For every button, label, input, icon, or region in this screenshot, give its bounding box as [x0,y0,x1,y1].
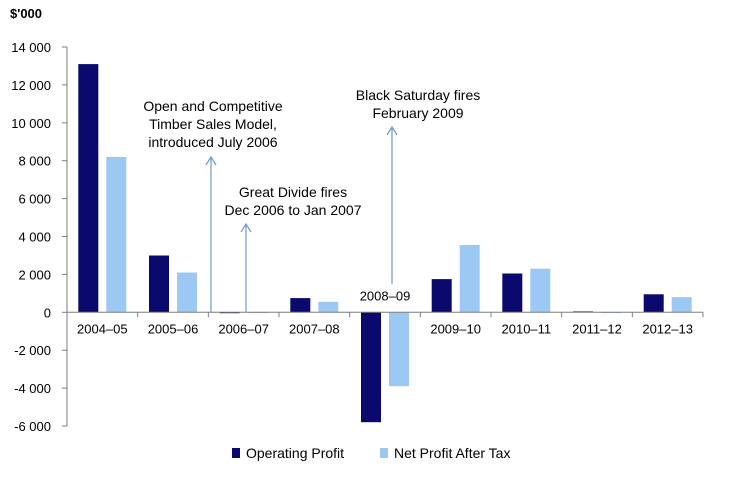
bar-operating-profit-0 [78,64,99,313]
x-tick-label: 2010–11 [502,321,552,336]
bar-operating-profit-6 [502,273,523,313]
bar-operating-profit-1 [149,255,169,313]
bar-net-profit-3 [318,301,339,313]
bar-net-profit-0 [106,156,127,313]
legend-label-0: Operating Profit [246,445,344,461]
y-tick-label: 4 000 [18,230,51,245]
bars-group [78,64,692,423]
bar-net-profit-1 [177,272,197,313]
y-tick-label: -4 000 [14,381,51,396]
bar-net-profit-5 [459,245,480,313]
annotation-saturday-arrow-head [386,125,398,136]
bar-net-profit-6 [530,268,551,313]
x-ticks-group: 2004–05 2005–06 2006–07 2007–08 2008–09 2009–… [77,288,693,336]
bar-net-profit-8 [671,297,692,313]
y-tick-label: 8 000 [18,154,51,169]
legend: Operating Profit Net Profit After Tax [232,445,510,461]
bar-operating-profit-5 [431,279,452,313]
annotation-divide-arrow-head [240,222,252,233]
y-tick-label: 14 000 [11,40,51,55]
x-tick-label: 2007–08 [289,321,340,336]
annotation-timber-arrow-head [205,155,217,166]
x-tick-label: 2008–09 [360,288,411,303]
y-tick-label: 12 000 [11,78,51,93]
annotation-divide-line: Dec 2006 to Jan 2007 [225,202,362,218]
annotation-timber-line: Timber Sales Model, [149,116,277,132]
x-tick-label: 2004–05 [77,321,128,336]
x-tick-label: 2011–12 [572,321,622,336]
y-tick-label: 6 000 [18,192,51,207]
annotation-timber-line: Open and Competitive [143,98,283,114]
x-tick-label: 2006–07 [218,321,269,336]
legend-swatch-0 [232,448,240,458]
y-tick-label: -2 000 [14,343,51,358]
y-tick-label: -6 000 [14,419,51,434]
annotation-saturday-line: Black Saturday fires [356,87,481,103]
annotations-group: Open and Competitive Timber Sales Model, i… [143,87,481,313]
annotation-divide-line: Great Divide fires [239,184,347,200]
bar-operating-profit-3 [290,298,311,313]
y-ticks-group: -6 000 -4 000 -2 000 0 2 000 4 000 6 000 8 000 1… [11,40,67,434]
bar-operating-profit-8 [643,294,664,313]
y-tick-label: 2 000 [18,267,51,282]
annotation-saturday-line: February 2009 [372,105,463,121]
legend-label-1: Net Profit After Tax [394,445,510,461]
annotation-timber-line: introduced July 2006 [148,134,277,150]
x-tick-label: 2009–10 [430,321,481,336]
y-axis-label: $'000 [10,6,42,21]
x-tick-label: 2012–13 [642,321,693,336]
y-tick-label: 0 [44,305,51,320]
y-tick-label: 10 000 [11,116,51,131]
legend-swatch-1 [380,448,388,458]
x-tick-label: 2005–06 [148,321,199,336]
bar-operating-profit-4 [361,312,381,423]
bar-net-profit-4 [389,312,409,387]
